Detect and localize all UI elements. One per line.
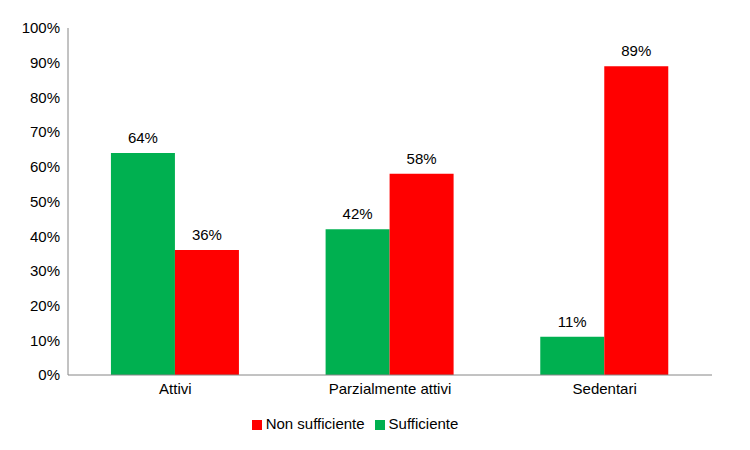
svg-text:Attivi: Attivi <box>159 380 192 397</box>
svg-text:100%: 100% <box>22 19 60 36</box>
svg-text:42%: 42% <box>343 205 373 222</box>
html-text:Sufficiente: Sufficiente <box>388 415 459 432</box>
svg-text:Sedentari: Sedentari <box>573 380 637 397</box>
svg-text:50%: 50% <box>30 193 60 210</box>
svg-text:64%: 64% <box>128 129 158 146</box>
svg-text:30%: 30% <box>30 262 60 279</box>
svg-text:60%: 60% <box>30 158 60 175</box>
svg-text:40%: 40% <box>30 228 60 245</box>
svg-text:89%: 89% <box>621 42 651 59</box>
svg-text:0%: 0% <box>38 366 60 383</box>
svg-text:11%: 11% <box>558 313 587 330</box>
svg-text:58%: 58% <box>407 150 437 167</box>
svg-text:10%: 10% <box>30 332 60 349</box>
svg-text:Parzialmente attivi: Parzialmente attivi <box>329 380 452 397</box>
svg-text:70%: 70% <box>30 123 60 140</box>
svg-text:80%: 80% <box>30 89 60 106</box>
svg-text:90%: 90% <box>30 54 60 71</box>
svg-text:20%: 20% <box>30 297 60 314</box>
html-text:Non sufficiente: Non sufficiente <box>265 415 365 432</box>
svg-text:36%: 36% <box>192 226 222 243</box>
